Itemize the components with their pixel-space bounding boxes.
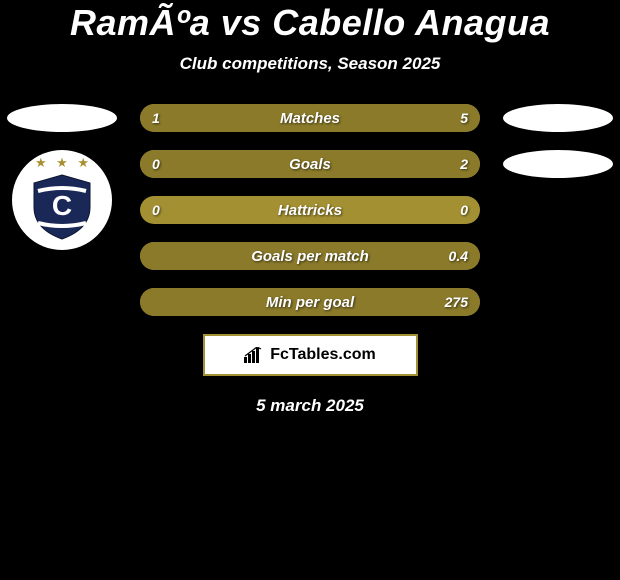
stat-value-right: 5 — [460, 110, 468, 126]
star-icon: ★ — [77, 155, 89, 171]
watermark-text: FcTables.com — [270, 346, 376, 364]
subtitle: Club competitions, Season 2025 — [180, 54, 441, 74]
stat-label: Min per goal — [266, 294, 354, 311]
player2-column — [498, 104, 618, 178]
stat-value-right: 0 — [460, 202, 468, 218]
bar-fill-left — [140, 104, 197, 132]
star-icon: ★ — [35, 155, 47, 171]
stat-value-left: 0 — [152, 156, 160, 172]
stat-value-left: 0 — [152, 202, 160, 218]
page-title: RamÃºa vs Cabello Anagua — [70, 2, 550, 44]
main-row: ★ ★ ★ C Matches15Goals02Hattricks00Goals… — [0, 104, 620, 316]
stat-bar: Hattricks 0 0 — [140, 196, 480, 224]
player2-club-placeholder — [503, 150, 613, 178]
comparison-card: RamÃºa vs Cabello Anagua Club competitio… — [0, 0, 620, 416]
stat-bar: Goals 0 2 — [140, 150, 480, 178]
stat-label: Matches — [280, 110, 340, 127]
player2-flag-placeholder — [503, 104, 613, 132]
star-icon: ★ — [56, 155, 68, 171]
chart-icon — [244, 347, 264, 363]
stat-bar: Goals per match 0.4 — [140, 242, 480, 270]
stat-value-right: 275 — [445, 294, 468, 310]
watermark[interactable]: FcTables.com — [203, 334, 418, 376]
date-label: 5 march 2025 — [256, 396, 364, 416]
club-badge-inner: ★ ★ ★ C — [22, 155, 102, 245]
stat-bar: Matches 1 5 — [140, 104, 480, 132]
stat-label: Hattricks — [278, 202, 342, 219]
stat-bars: Matches 1 5 Goals 0 2 Hattricks 0 0 Goals per mat… — [140, 104, 480, 316]
stat-label: Goals per match — [251, 248, 369, 265]
player1-column: ★ ★ ★ C — [2, 104, 122, 250]
svg-text:C: C — [52, 190, 72, 221]
player1-flag-placeholder — [7, 104, 117, 132]
stat-value-left: 1 — [152, 110, 160, 126]
stat-bar: Min per goal 275 — [140, 288, 480, 316]
stat-label: Goals — [289, 156, 331, 173]
stat-value-right: 2 — [460, 156, 468, 172]
badge-stars: ★ ★ ★ — [35, 155, 89, 171]
stat-value-right: 0.4 — [449, 248, 468, 264]
shield-icon: C — [30, 173, 94, 241]
player1-club-badge: ★ ★ ★ C — [12, 150, 112, 250]
